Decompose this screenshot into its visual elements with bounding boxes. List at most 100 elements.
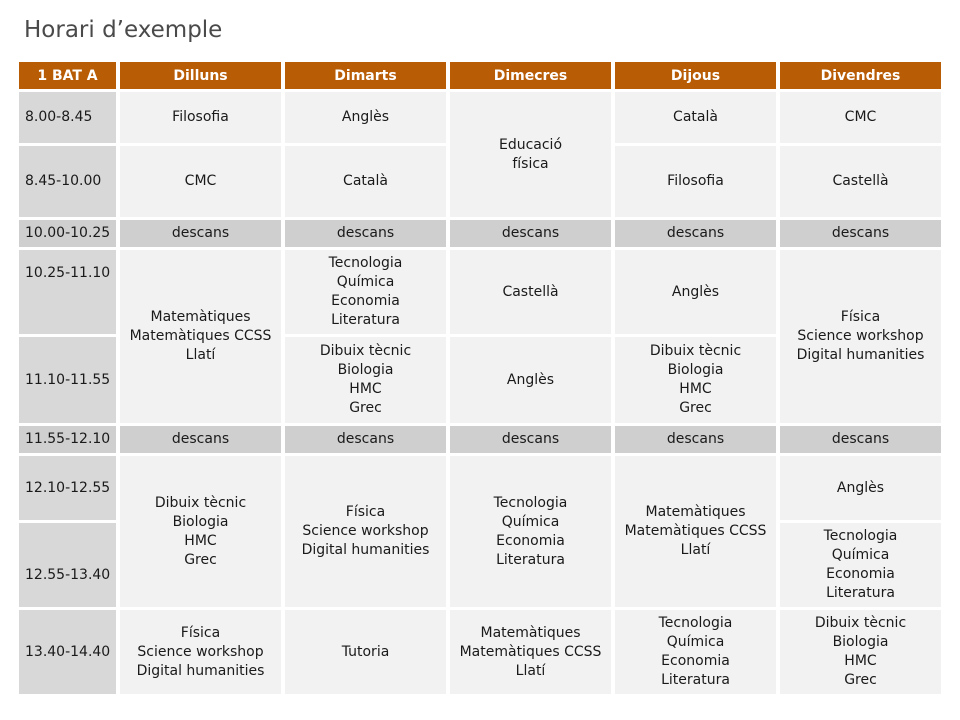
- subject-label: HMC: [349, 381, 382, 397]
- subject-label: Tutoria: [341, 643, 390, 660]
- class-cell: Anglès: [780, 456, 941, 520]
- day-header-friday: Divendres: [780, 62, 941, 89]
- table-row: 10.25-11.10 Matemàtiques Matemàtiques CCS…: [19, 250, 941, 423]
- break-cell: descans: [450, 220, 611, 247]
- subject-label: Anglès: [836, 479, 885, 496]
- class-cell: Matemàtiques Matemàtiques CCSS Llatí: [450, 610, 611, 694]
- subject-label: Química: [831, 547, 890, 563]
- table-row: 12.55-13.40 Tecnologia Química Economia Lit…: [19, 523, 941, 607]
- subject-label: Grec: [679, 400, 712, 416]
- class-cell: Tecnologia Química Economia Literatura: [450, 456, 611, 607]
- subject-label: Física: [840, 309, 881, 325]
- class-cell: Tecnologia Química Economia Literatura: [615, 610, 776, 694]
- class-cell: Matemàtiques Matemàtiques CCSS Llatí: [615, 456, 776, 607]
- header-row: 1 BAT A Dilluns Dimarts Dimecres Dijous …: [19, 62, 941, 89]
- subject-label: Física: [180, 624, 221, 641]
- class-cell: Anglès: [285, 92, 446, 143]
- subject-label: Economia: [496, 532, 565, 549]
- class-cell: CMC: [120, 146, 281, 217]
- subject-label: Química: [666, 634, 725, 650]
- table-row: 11.10-11.55 Dibuix tècnic Biologia HMC Grec…: [19, 337, 941, 423]
- subject-label: Economia: [826, 566, 895, 582]
- subject-label: Biologia: [832, 634, 889, 650]
- class-cell: Filosofia: [615, 146, 776, 217]
- time-slot: 11.55-12.10: [19, 426, 116, 453]
- subject-label: Literatura: [661, 672, 730, 688]
- class-cell: Castellà: [780, 146, 941, 217]
- break-row: 11.55-12.10 descans descans descans desc…: [19, 426, 941, 453]
- break-cell: descans: [120, 220, 281, 247]
- break-cell: descans: [615, 426, 776, 453]
- subject-label: Tecnologia: [823, 528, 898, 544]
- subject-label: Tecnologia: [493, 494, 568, 511]
- break-cell: descans: [780, 426, 941, 453]
- subject-label: Castellà: [832, 173, 889, 189]
- subject-label: Science workshop: [137, 643, 264, 660]
- table-row: 8.00-8.45 Filosofia Anglès Educació físic…: [19, 92, 941, 217]
- subject-label: Grec: [184, 551, 217, 568]
- subject-label: Llatí: [680, 542, 711, 558]
- subject-label: Matemàtiques CCSS: [129, 328, 272, 344]
- subject-label: Biologia: [172, 513, 229, 530]
- subject-label: Dibuix tècnic: [814, 615, 907, 631]
- time-slot: 13.40-14.40: [19, 610, 116, 694]
- class-cell: Filosofia: [120, 92, 281, 143]
- subject-label: Science workshop: [302, 523, 429, 539]
- subject-label: Economia: [661, 653, 730, 669]
- subject-label: Literatura: [331, 312, 400, 328]
- break-cell: descans: [285, 220, 446, 247]
- table-row: 8.45-10.00 CMC Català Filosofia Castellà: [19, 146, 941, 217]
- subject-label: Dibuix tècnic: [319, 343, 412, 359]
- subject-label: Anglès: [341, 109, 390, 125]
- class-cell: Anglès: [450, 337, 611, 423]
- class-cell: Dibuix tècnic Biologia HMC Grec: [615, 337, 776, 423]
- class-cell: Matemàtiques Matemàtiques CCSS Llatí: [120, 250, 281, 423]
- break-cell: descans: [450, 426, 611, 453]
- page-title: Horari d’exemple: [24, 17, 223, 43]
- time-slot: 12.10-12.55: [19, 456, 116, 520]
- time-slot: 10.00-10.25: [19, 220, 116, 247]
- table-row: 12.10-12.55 Dibuix tècnic Biologia HMC Grec…: [19, 456, 941, 607]
- class-cell: Educació física: [450, 92, 611, 217]
- subject-label: Filosofia: [172, 109, 229, 125]
- subject-label: Anglès: [671, 283, 720, 300]
- table-row: 13.40-14.40 Física Science workshop Digita…: [19, 610, 941, 694]
- class-cell: Dibuix tècnic Biologia HMC Grec: [120, 456, 281, 607]
- subject-label: Digital humanities: [796, 347, 925, 363]
- subject-label: Biologia: [337, 362, 394, 378]
- class-cell: Tutoria: [285, 610, 446, 694]
- time-slot: 12.55-13.40: [19, 523, 116, 607]
- class-cell: Català: [615, 92, 776, 143]
- subject-label: Matemàtiques: [480, 624, 581, 641]
- subject-label: Matemàtiques: [645, 504, 746, 520]
- subject-label: Grec: [844, 672, 877, 688]
- time-slot: 8.45-10.00: [19, 146, 116, 217]
- timetable: 1 BAT A Dilluns Dimarts Dimecres Dijous …: [15, 59, 945, 697]
- subject-label: Filosofia: [667, 173, 724, 189]
- subject-label: Economia: [331, 293, 400, 309]
- subject-label: Llatí: [185, 347, 216, 363]
- day-header-monday: Dilluns: [120, 62, 281, 89]
- subject-label: Matemàtiques CCSS: [624, 523, 767, 539]
- class-cell: Física Science workshop Digital humanities: [285, 456, 446, 607]
- class-cell: CMC: [780, 92, 941, 143]
- subject-label: Castellà: [502, 283, 559, 300]
- subject-label: Science workshop: [797, 328, 924, 344]
- subject-label: CMC: [844, 109, 877, 125]
- class-cell: Física Science workshop Digital humanities: [120, 610, 281, 694]
- break-cell: descans: [615, 220, 776, 247]
- subject-label: Anglès: [506, 371, 555, 388]
- subject-label: Matemàtiques: [150, 309, 251, 325]
- subject-label: Educació: [498, 136, 563, 153]
- subject-label: Tecnologia: [658, 615, 733, 631]
- day-header-thursday: Dijous: [615, 62, 776, 89]
- class-cell: Física Science workshop Digital humanities: [780, 250, 941, 423]
- class-cell: Tecnologia Química Economia Literatura: [285, 250, 446, 334]
- time-slot: 11.10-11.55: [19, 337, 116, 423]
- subject-label: Química: [336, 274, 395, 290]
- break-cell: descans: [285, 426, 446, 453]
- subject-label: Literatura: [826, 585, 895, 601]
- day-header-wednesday: Dimecres: [450, 62, 611, 89]
- subject-label: HMC: [679, 381, 712, 397]
- subject-label: Digital humanities: [136, 662, 265, 679]
